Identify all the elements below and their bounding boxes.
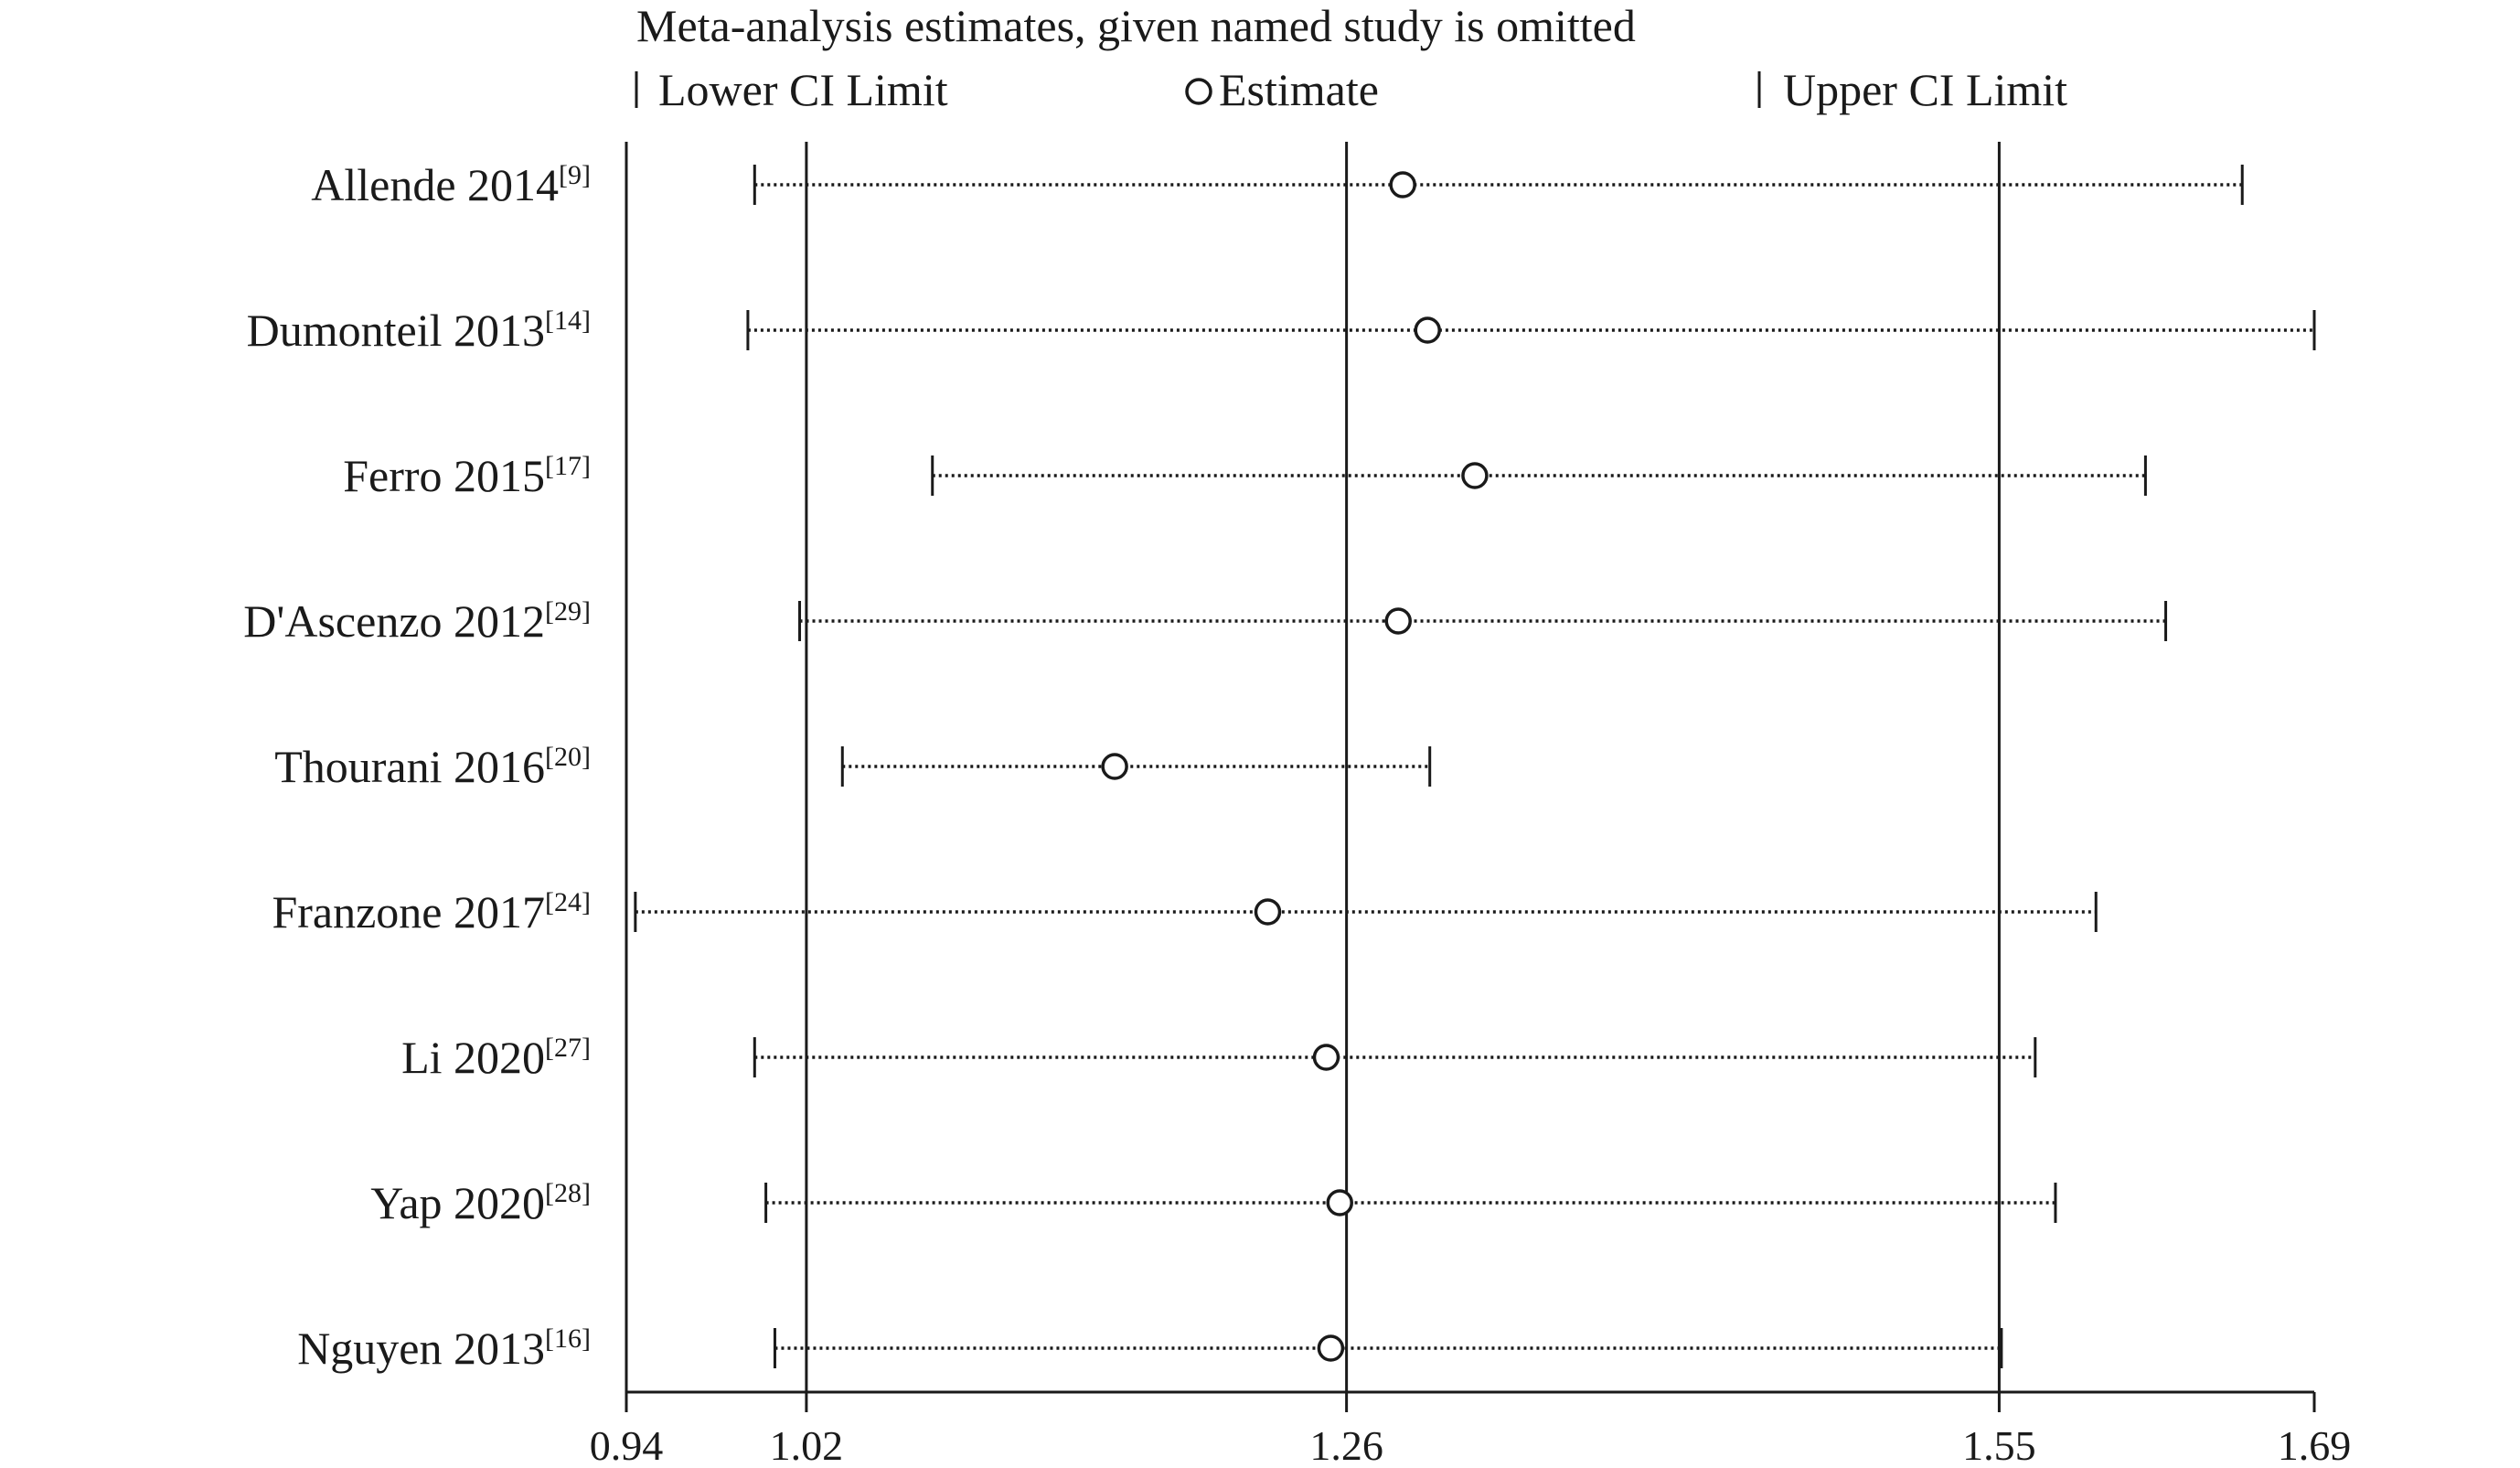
estimate-marker: [1389, 171, 1416, 198]
x-axis: 0.94 1.02 1.26 1.55 1.69: [590, 1390, 2352, 1468]
study-label: Franzone 2017[24]: [272, 886, 591, 938]
study-label: Nguyen 2013[16]: [297, 1323, 591, 1374]
x-tick-label: 1.26: [1309, 1422, 1383, 1463]
estimate-marker: [1317, 1334, 1345, 1362]
study-name: Allende 2014: [311, 159, 559, 210]
legend-estimate-marker: [1185, 78, 1212, 105]
x-tick-label: 1.69: [2278, 1422, 2352, 1463]
estimate-marker: [1312, 1044, 1340, 1071]
study-label: Dumonteil 2013[14]: [247, 305, 591, 356]
legend-lower-label: Lower CI Limit: [658, 64, 948, 115]
study-name: Yap 2020: [370, 1177, 545, 1228]
legend: Lower CI Limit Estimate Upper CI Limit: [635, 64, 2067, 115]
estimate-marker: [1414, 316, 1441, 344]
study-label: Thourani 2016[20]: [274, 741, 591, 792]
study-name: D'Ascenzo 2012: [243, 595, 545, 647]
x-tick-label: 1.02: [770, 1422, 844, 1463]
study-label: Ferro 2015[17]: [343, 450, 591, 501]
study-label: Yap 2020[28]: [370, 1177, 591, 1228]
legend-estimate-label: Estimate: [1219, 64, 1379, 115]
study-reference: [16]: [545, 1323, 591, 1354]
x-tick-label: 0.94: [590, 1422, 664, 1463]
study-name: Li 2020: [401, 1032, 545, 1083]
plot-area: [625, 142, 2316, 1392]
study-reference: [17]: [545, 451, 591, 481]
chart-title: Meta-analysis estimates, given named stu…: [636, 0, 1636, 51]
legend-upper-label: Upper CI Limit: [1783, 64, 2067, 115]
x-tick-label: 1.55: [1962, 1422, 2036, 1463]
study-name: Dumonteil 2013: [247, 305, 545, 356]
study-name: Thourani 2016: [274, 741, 545, 792]
study-labels: Allende 2014[9] Dumonteil 2013[14] Ferro 2…: [243, 159, 591, 1374]
study-reference: [20]: [545, 742, 591, 772]
study-reference: [14]: [545, 305, 591, 336]
study-label: Allende 2014[9]: [311, 159, 591, 210]
study-reference: [27]: [545, 1033, 591, 1063]
estimate-marker: [1384, 607, 1412, 635]
estimate-marker: [1101, 753, 1128, 780]
study-name: Nguyen 2013: [297, 1323, 545, 1374]
study-label: Li 2020[27]: [401, 1032, 591, 1083]
study-reference: [9]: [559, 160, 591, 190]
estimate-marker: [1326, 1189, 1353, 1216]
estimate-marker: [1254, 898, 1282, 926]
study-reference: [24]: [545, 887, 591, 917]
study-name: Franzone 2017: [272, 886, 545, 938]
estimate-marker: [1461, 462, 1489, 489]
study-name: Ferro 2015: [343, 450, 545, 501]
study-reference: [28]: [545, 1178, 591, 1208]
study-label: D'Ascenzo 2012[29]: [243, 595, 591, 647]
study-reference: [29]: [545, 596, 591, 627]
